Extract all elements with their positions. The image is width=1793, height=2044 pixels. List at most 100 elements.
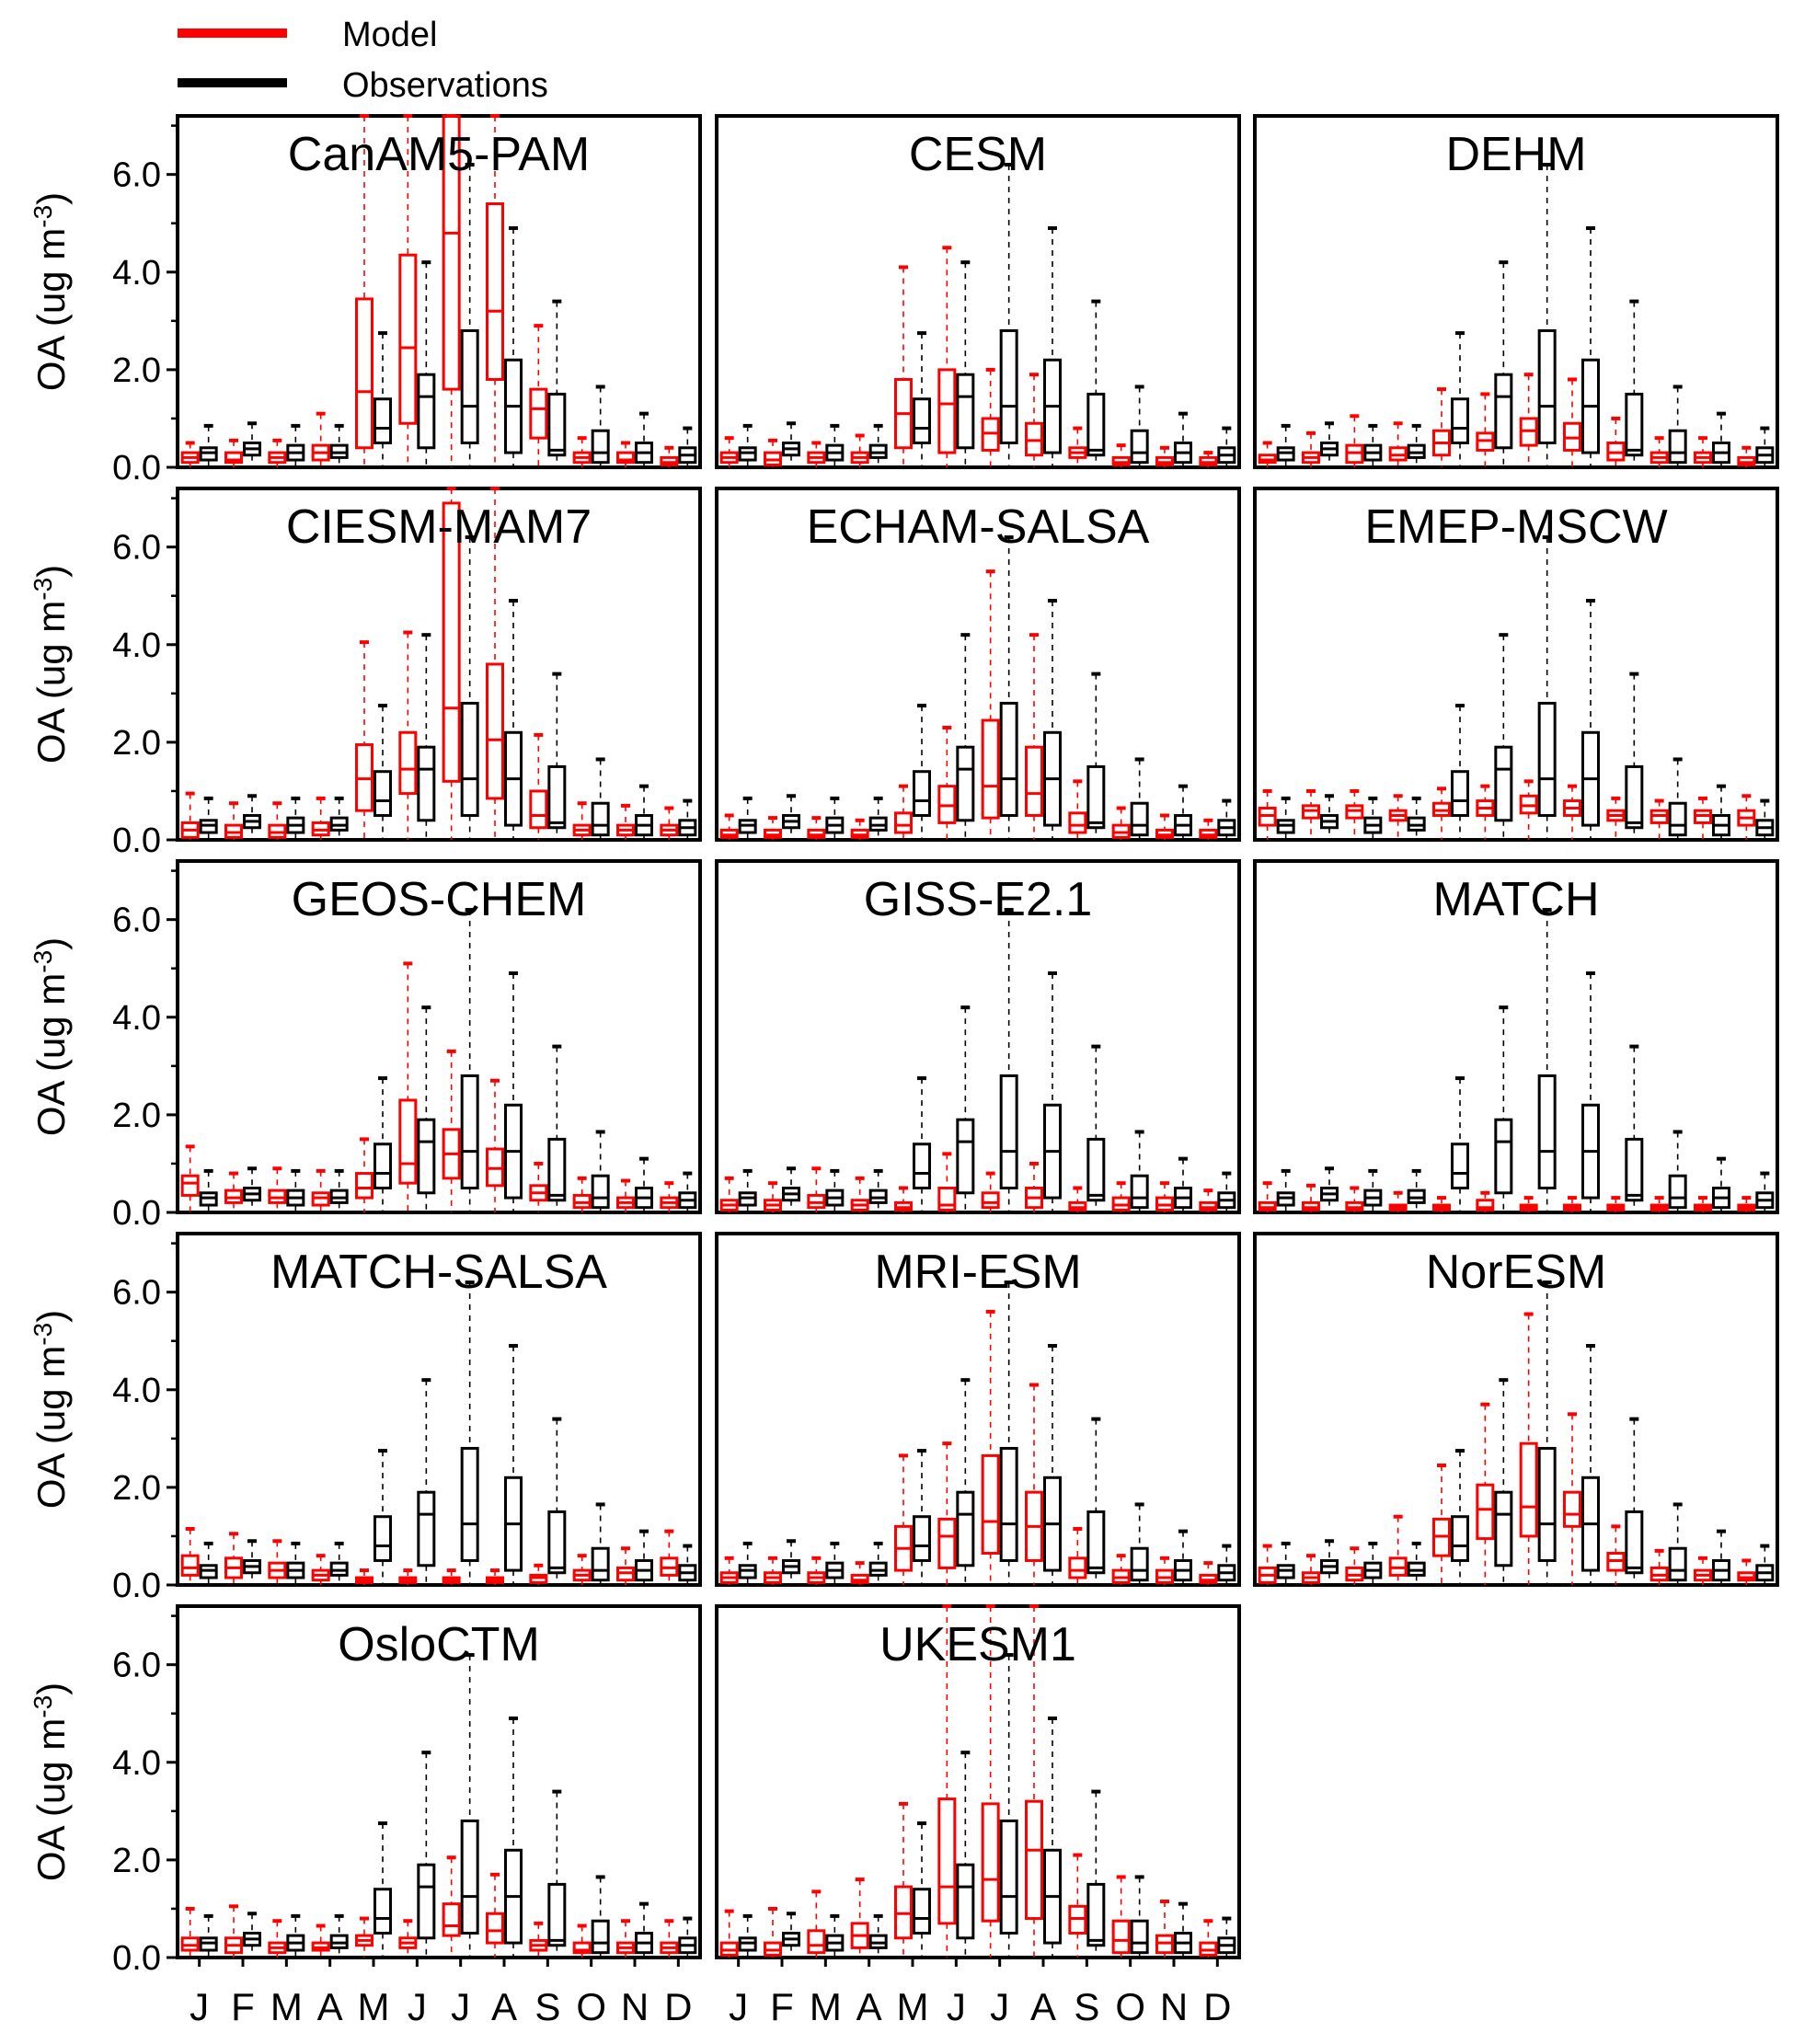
x-tick-label: O <box>576 1985 606 2028</box>
obs-box-J-box <box>999 1074 1018 1189</box>
obs-box-J <box>999 1280 1018 1585</box>
y-tick-label: 4.0 <box>112 1744 161 1783</box>
y-axis-label-close: ) <box>29 192 73 205</box>
model-box-M <box>807 816 826 840</box>
model-box-O-box <box>572 1941 592 1955</box>
obs-box-M-box <box>1451 397 1469 444</box>
model-box-A <box>1563 1412 1581 1585</box>
y-tick-label: 0.0 <box>112 1939 161 1978</box>
model-box-F <box>1302 431 1320 467</box>
model-box-M <box>1345 1186 1364 1212</box>
obs-box-N <box>635 411 653 467</box>
obs-box-S <box>547 299 567 467</box>
model-box-S <box>529 732 548 840</box>
model-box-O <box>1111 806 1131 840</box>
model-box-M <box>268 1919 287 1958</box>
y-axis-label-close: ) <box>29 1310 73 1323</box>
obs-box-A <box>1407 423 1426 467</box>
model-box-D <box>1199 1189 1218 1212</box>
x-tick-label: J <box>729 1985 748 2028</box>
obs-box-F <box>782 1912 800 1956</box>
obs-box-J-box <box>417 373 436 450</box>
obs-box-M <box>913 1449 931 1585</box>
obs-box-O-box <box>1130 1174 1149 1210</box>
y-tick-label: 2.0 <box>112 724 161 763</box>
obs-box-J <box>460 1280 479 1585</box>
obs-box-J-box <box>460 1446 479 1562</box>
model-box-J <box>719 1176 739 1212</box>
y-axis-label: OA (ug m-3) <box>29 565 73 764</box>
model-box-J <box>398 1568 418 1585</box>
obs-box-M-box <box>1451 1515 1469 1562</box>
obs-box-D <box>678 1544 697 1585</box>
model-box-S <box>1606 1524 1626 1585</box>
obs-box-S-box <box>547 1510 567 1575</box>
obs-box-J <box>1276 796 1295 840</box>
model-box-J <box>1476 784 1495 840</box>
model-box-A <box>486 1568 504 1585</box>
model-box-F <box>764 1181 782 1212</box>
obs-box-M <box>286 1541 305 1585</box>
obs-box-M <box>913 331 931 467</box>
obs-box-J <box>417 1005 436 1212</box>
obs-box-F <box>1320 1539 1339 1583</box>
model-box-F <box>764 1906 782 1958</box>
y-tick-label: 2.0 <box>112 351 161 390</box>
obs-box-S-box <box>547 1137 567 1202</box>
obs-box-A <box>1407 796 1426 840</box>
obs-box-J <box>199 1541 218 1585</box>
model-box-A <box>486 1078 504 1212</box>
model-box-A-box <box>486 662 504 800</box>
y-axis-label: OA (ug m-3) <box>29 937 73 1136</box>
obs-box-A <box>868 423 888 467</box>
y-axis-label-close: ) <box>29 565 73 578</box>
model-box-M <box>355 1916 374 1958</box>
x-tick-label: M <box>897 1985 929 2028</box>
model-box-A <box>1025 1383 1043 1585</box>
model-box-D <box>660 806 679 840</box>
obs-box-A <box>1407 1168 1426 1212</box>
obs-box-J <box>956 1751 975 1958</box>
model-box-N <box>616 803 635 840</box>
model-box-M <box>894 1453 913 1585</box>
obs-box-J <box>956 1378 975 1585</box>
model-box-J <box>180 1526 200 1585</box>
obs-box-O <box>591 1130 610 1212</box>
obs-box-O <box>591 1502 610 1585</box>
obs-box-F <box>243 1539 261 1583</box>
obs-box-O-box <box>1668 1174 1687 1210</box>
obs-box-O-box <box>1130 801 1149 837</box>
model-box-M <box>1345 414 1364 467</box>
y-tick-label: 6.0 <box>112 901 161 940</box>
obs-box-S <box>1086 672 1106 840</box>
model-box-S <box>529 1563 548 1585</box>
obs-box-J <box>1494 260 1513 467</box>
obs-box-M <box>374 1821 392 1958</box>
model-box-N <box>1694 436 1712 467</box>
model-box-F <box>224 1904 243 1958</box>
model-box-A <box>850 818 869 840</box>
obs-box-O <box>1668 1130 1687 1212</box>
y-tick-label: 2.0 <box>112 1842 161 1880</box>
obs-box-S <box>1625 299 1644 467</box>
model-box-F <box>764 438 782 467</box>
y-axis-label: OA (ug m-3) <box>29 1310 73 1509</box>
model-box-J <box>1519 1196 1538 1212</box>
x-tick-label: A <box>491 1985 517 2028</box>
y-tick-label: 0.0 <box>112 821 161 860</box>
model-box-N <box>1155 813 1174 840</box>
model-box-A <box>1025 1604 1043 1958</box>
model-box-J <box>937 1441 957 1585</box>
model-box-A <box>1025 373 1043 467</box>
obs-box-O <box>591 757 610 840</box>
obs-box-S <box>547 672 567 840</box>
panel-frame <box>1253 487 1779 842</box>
obs-box-J <box>999 1653 1018 1958</box>
model-box-S <box>1068 1853 1087 1958</box>
model-box-J-box <box>1519 1441 1538 1538</box>
model-box-J <box>180 1906 200 1958</box>
model-box-O <box>1111 1875 1131 1958</box>
panel-title: GEOS-CHEM <box>292 873 587 926</box>
x-tick-label: M <box>270 1985 303 2028</box>
